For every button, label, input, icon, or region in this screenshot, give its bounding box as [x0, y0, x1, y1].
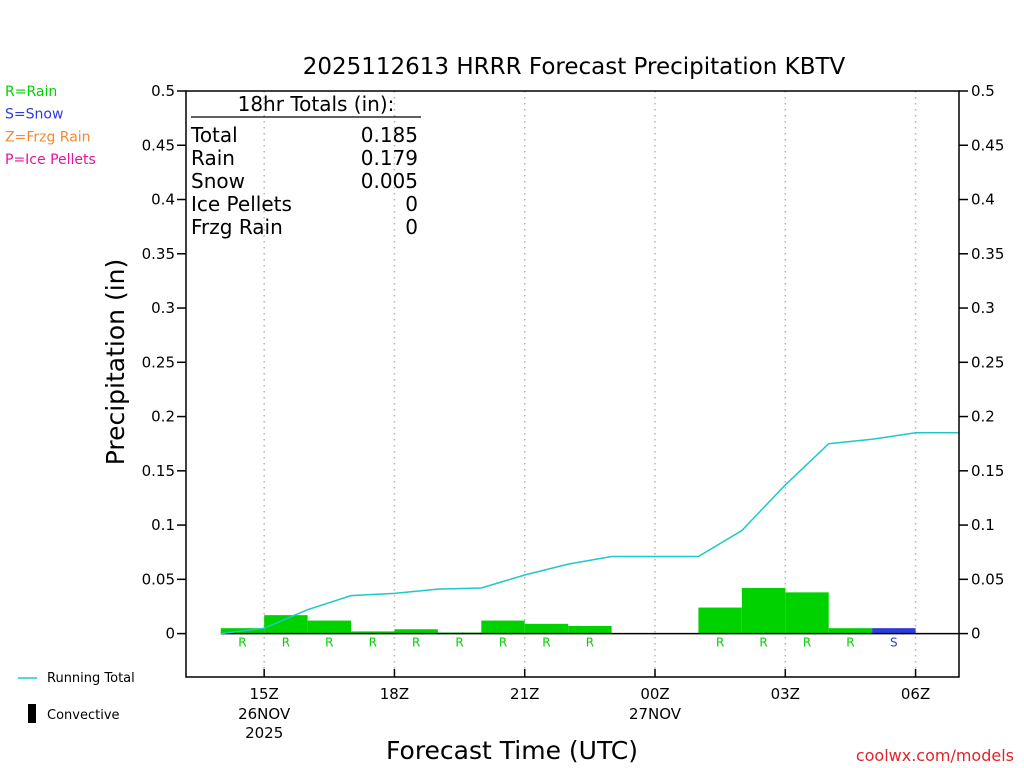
x-tick-label: 03Z	[771, 685, 800, 703]
x-tick-label: 18Z	[380, 685, 409, 703]
x-tick-label: 06Z	[901, 685, 930, 703]
running-total-series	[220, 432, 959, 635]
precip-bar	[872, 628, 916, 634]
y-tick-label-right: 0.1	[971, 516, 995, 534]
totals-header: 18hr Totals (in):	[238, 92, 395, 116]
convective-legend-swatch	[28, 704, 36, 723]
convective-legend-label: Convective	[47, 708, 120, 723]
totals-row-value: 0.179	[361, 146, 418, 170]
precip-bar	[351, 631, 395, 634]
ptype-label: R	[759, 636, 767, 650]
ptype-label: R	[803, 636, 811, 650]
y-tick-label: 0.45	[142, 136, 175, 154]
precip-bar	[524, 623, 569, 634]
precip-bar	[307, 620, 352, 634]
y-tick-label: 0.05	[142, 570, 175, 588]
y-tick-label: 0.2	[151, 408, 175, 426]
running-total-legend-label: Running Total	[47, 671, 135, 686]
y-tick-label: 0.35	[142, 245, 175, 263]
x-axis-label: Forecast Time (UTC)	[386, 736, 638, 765]
precip-bar	[828, 628, 873, 634]
totals-row-value: 0	[405, 215, 418, 239]
plot-frame	[185, 90, 960, 678]
totals-box: 18hr Totals (in):Total 0.185 Rain 0.179 Snow…	[190, 92, 421, 239]
ptype-label: R	[542, 636, 550, 650]
y-tick-label: 0.15	[142, 462, 175, 480]
x-tick-date-label: 2025	[245, 724, 283, 742]
totals-row-label: Ice Pellets	[191, 192, 292, 216]
ptype-label: S	[890, 636, 898, 650]
y-tick-label-right: 0.25	[971, 353, 1004, 371]
x-tick-label: 15Z	[249, 685, 278, 703]
y-axis-label: Precipitation (in)	[101, 259, 130, 466]
y-tick-label: 0.3	[151, 299, 175, 317]
precip-bar	[394, 629, 438, 634]
y-ticks-right: 0 0.05 0.1 0.15 0.2 0.25 0.3 0.35 0.4 0.45 0.5	[959, 82, 1004, 643]
ptype-key: R=Rain S=Snow Z=Frzg Rain P=Ice Pellets	[5, 84, 96, 168]
ptype-key-entry: Z=Frzg Rain	[5, 129, 91, 145]
x-tick-label: 00Z	[640, 685, 669, 703]
ptype-label: R	[369, 636, 377, 650]
ptype-label: R	[282, 636, 290, 650]
precip-bar	[264, 615, 308, 634]
y-tick-label-right: 0.45	[971, 136, 1004, 154]
credit-text: coolwx.com/models	[856, 746, 1014, 765]
ptype-label: R	[238, 636, 246, 650]
ptype-key-entry: S=Snow	[5, 107, 63, 123]
ptype-label: R	[846, 636, 854, 650]
totals-row-label: Snow	[191, 169, 245, 193]
precip-bar	[741, 588, 786, 634]
totals-row-label: Rain	[191, 146, 235, 170]
ptype-key-entry: P=Ice Pellets	[5, 152, 96, 168]
totals-row-value: 0.185	[361, 123, 418, 147]
y-tick-label: 0.5	[151, 82, 175, 100]
y-tick-label: 0	[165, 625, 175, 643]
y-tick-label-right: 0.3	[971, 299, 995, 317]
x-tick-date-label: 26NOV	[238, 705, 291, 723]
totals-row-value: 0.005	[361, 169, 418, 193]
y-tick-label-right: 0.5	[971, 82, 995, 100]
totals-row-label: Frzg Rain	[191, 215, 283, 239]
y-tick-label: 0.1	[151, 516, 175, 534]
precip-bar	[568, 625, 612, 634]
y-tick-label-right: 0.4	[971, 191, 995, 209]
ptype-label: R	[412, 636, 420, 650]
precip-bars	[220, 588, 916, 635]
x-tick-date-label: 27NOV	[629, 705, 682, 723]
x-tick-label: 21Z	[510, 685, 539, 703]
y-tick-label: 0.25	[142, 353, 175, 371]
legend: Running Total Convective	[18, 671, 135, 723]
totals-row-value: 0	[405, 192, 418, 216]
running-total-line	[220, 432, 959, 635]
ptype-label: R	[325, 636, 333, 650]
ptype-label: R	[455, 636, 463, 650]
precip-bar	[698, 607, 742, 634]
ptype-label: R	[716, 636, 724, 650]
y-tick-label: 0.4	[151, 191, 175, 209]
chart-title: 2025112613 HRRR Forecast Precipitation K…	[303, 54, 846, 80]
y-tick-label-right: 0	[971, 625, 981, 643]
precip-bar	[481, 620, 525, 634]
y-tick-label-right: 0.05	[971, 570, 1004, 588]
precip-bar	[785, 592, 829, 634]
ptype-label: R	[499, 636, 507, 650]
ptype-label: R	[586, 636, 594, 650]
y-tick-label-right: 0.15	[971, 462, 1004, 480]
y-tick-label-right: 0.35	[971, 245, 1004, 263]
totals-row-label: Total	[190, 123, 238, 147]
y-ticks-left: 0 0.05 0.1 0.15 0.2 0.25 0.3 0.35 0.4 0.45 0.5	[142, 82, 186, 643]
y-tick-label-right: 0.2	[971, 408, 995, 426]
ptype-key-entry: R=Rain	[5, 84, 57, 100]
